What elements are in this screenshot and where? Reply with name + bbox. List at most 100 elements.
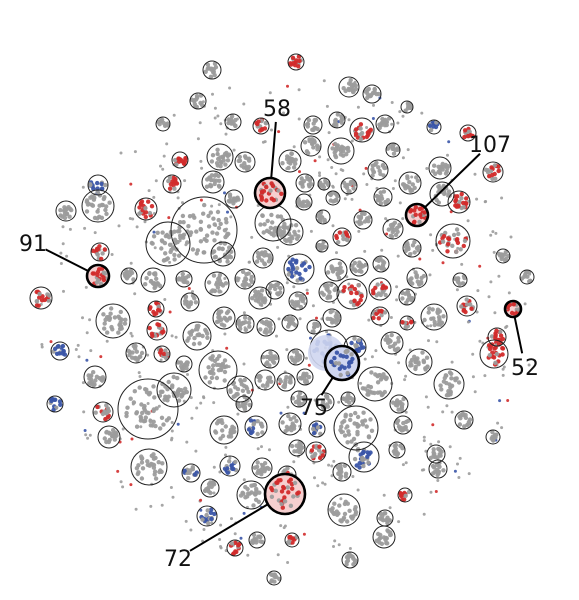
scatter-point	[304, 356, 308, 360]
cluster-point	[294, 236, 300, 241]
scatter-point	[157, 404, 161, 408]
cluster-ring	[495, 248, 511, 264]
cluster-point	[280, 505, 285, 510]
cluster-ring	[327, 493, 361, 527]
cluster-point	[154, 282, 160, 287]
cluster-point	[258, 327, 263, 332]
scatter-point	[332, 459, 336, 463]
cluster-point	[104, 211, 109, 217]
cluster-point	[268, 283, 274, 288]
cluster-ring	[290, 390, 308, 408]
cluster-point	[246, 389, 251, 395]
scatter-point	[163, 298, 167, 301]
cluster-point	[222, 228, 228, 233]
cluster-point	[348, 395, 353, 401]
cluster-point	[511, 302, 516, 307]
scatter-point	[302, 411, 306, 415]
cluster-point	[229, 114, 235, 119]
cluster-point	[289, 319, 294, 325]
cluster-ring	[428, 156, 452, 180]
scatter-point	[456, 246, 460, 250]
cluster-point	[493, 360, 498, 365]
cluster-ring	[260, 349, 280, 369]
cluster-point	[210, 153, 216, 158]
leader-line-75	[320, 376, 334, 396]
cluster-point	[434, 462, 440, 468]
cluster-point	[489, 165, 494, 170]
cluster-point	[487, 353, 492, 358]
scatter-point	[76, 343, 80, 347]
cluster-point	[403, 424, 408, 430]
cluster-point	[208, 480, 213, 485]
cluster-point	[216, 276, 221, 282]
cluster-ring	[325, 190, 341, 206]
cluster-point	[378, 377, 384, 382]
cluster-point	[124, 413, 129, 419]
cluster-point	[434, 197, 439, 203]
scatter-point	[322, 79, 326, 83]
cluster-point	[272, 226, 277, 231]
cluster-point	[294, 270, 299, 275]
scatter-point	[422, 512, 426, 516]
cluster-point	[328, 309, 333, 315]
cluster-ring	[125, 342, 147, 364]
cluster-point	[296, 490, 301, 495]
cluster-point	[312, 321, 317, 327]
cluster-point	[225, 249, 231, 254]
cluster-ring	[435, 223, 471, 259]
cluster-point	[401, 396, 406, 402]
cluster-point	[231, 425, 237, 431]
scatter-point	[335, 251, 338, 255]
cluster-ring	[283, 253, 315, 285]
cluster-point	[262, 262, 268, 267]
scatter-point	[489, 233, 493, 237]
scatter-point	[68, 227, 72, 231]
scatter-point	[83, 226, 87, 230]
scatter-point	[395, 298, 399, 302]
cluster-point	[109, 324, 114, 330]
cluster-point	[92, 382, 97, 387]
cluster-point	[260, 430, 265, 435]
scatter-point	[435, 340, 439, 344]
scatter-point	[333, 539, 337, 543]
scatter-point	[332, 545, 335, 548]
scatter-point	[232, 148, 236, 152]
scatter-point	[228, 86, 232, 90]
cluster-point	[155, 230, 160, 235]
cluster-point	[267, 322, 272, 327]
scatter-point	[382, 493, 386, 497]
scatter-point	[364, 166, 368, 170]
cluster-point	[374, 311, 379, 316]
cluster-point	[344, 398, 349, 404]
cluster-point	[430, 463, 436, 469]
cluster-point	[225, 259, 230, 264]
cluster-point	[267, 253, 272, 258]
cluster-point	[294, 293, 300, 298]
cluster-point	[413, 364, 418, 370]
cluster-point	[159, 415, 165, 420]
cluster-point	[441, 468, 446, 473]
cluster-point	[139, 402, 144, 407]
cluster-point	[104, 204, 109, 209]
cluster-point	[370, 173, 375, 178]
cluster-point	[145, 459, 150, 464]
scatter-point	[199, 198, 203, 202]
scatter-point	[186, 373, 189, 376]
cluster-point	[216, 319, 221, 324]
cluster-point	[57, 399, 63, 404]
cluster-point	[379, 313, 384, 318]
cluster-ring	[224, 113, 242, 131]
cluster-point	[193, 300, 199, 305]
scatter-point	[339, 497, 343, 501]
cluster-point	[297, 402, 302, 407]
scatter-point	[447, 140, 451, 144]
scatter-point	[171, 495, 175, 499]
cluster-ring	[308, 420, 326, 438]
cluster-point	[263, 298, 268, 303]
cluster-point	[302, 398, 308, 403]
scatter-point	[467, 472, 471, 476]
cluster-point	[205, 66, 210, 71]
cluster-point	[127, 353, 132, 358]
cluster-point	[172, 180, 177, 185]
cluster-point	[165, 256, 170, 261]
